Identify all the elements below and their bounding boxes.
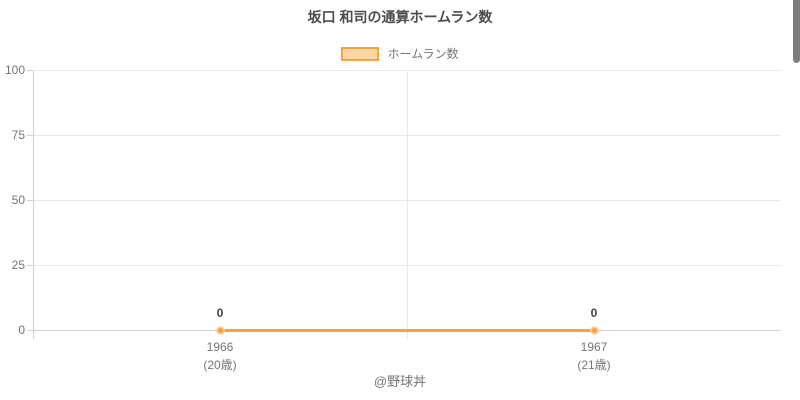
watermark-text: @野球丼 bbox=[373, 374, 427, 389]
chart-title: 坂口 和司の通算ホームラン数 bbox=[307, 9, 493, 25]
data-point-label: 0 bbox=[216, 306, 224, 320]
y-tick-label: 50 bbox=[11, 193, 25, 207]
y-tick bbox=[27, 199, 33, 201]
y-tick-label: 100 bbox=[4, 63, 25, 77]
x-tick-label: 1967 bbox=[580, 340, 608, 354]
data-point bbox=[215, 325, 225, 335]
y-tick-label: 0 bbox=[18, 323, 25, 337]
y-tick-label: 25 bbox=[11, 258, 25, 272]
y-tick bbox=[27, 69, 33, 71]
x-gridline bbox=[406, 70, 408, 339]
x-tick-label: 1966 bbox=[206, 340, 234, 354]
series-line-segment bbox=[220, 328, 594, 332]
data-point bbox=[589, 325, 599, 335]
x-tick-sublabel: (21歳) bbox=[577, 358, 611, 372]
y-tick bbox=[27, 134, 33, 136]
data-point-label: 0 bbox=[590, 306, 598, 320]
y-tick bbox=[27, 264, 33, 266]
scrollbar-thumb[interactable] bbox=[793, 0, 800, 63]
y-axis-line bbox=[33, 70, 34, 339]
legend[interactable]: ホームラン数 bbox=[0, 46, 800, 62]
legend-label: ホームラン数 bbox=[387, 47, 459, 61]
legend-swatch-icon bbox=[341, 47, 380, 61]
y-tick-label: 75 bbox=[11, 128, 25, 142]
x-tick-sublabel: (20歳) bbox=[203, 358, 237, 372]
y-tick bbox=[27, 329, 33, 331]
